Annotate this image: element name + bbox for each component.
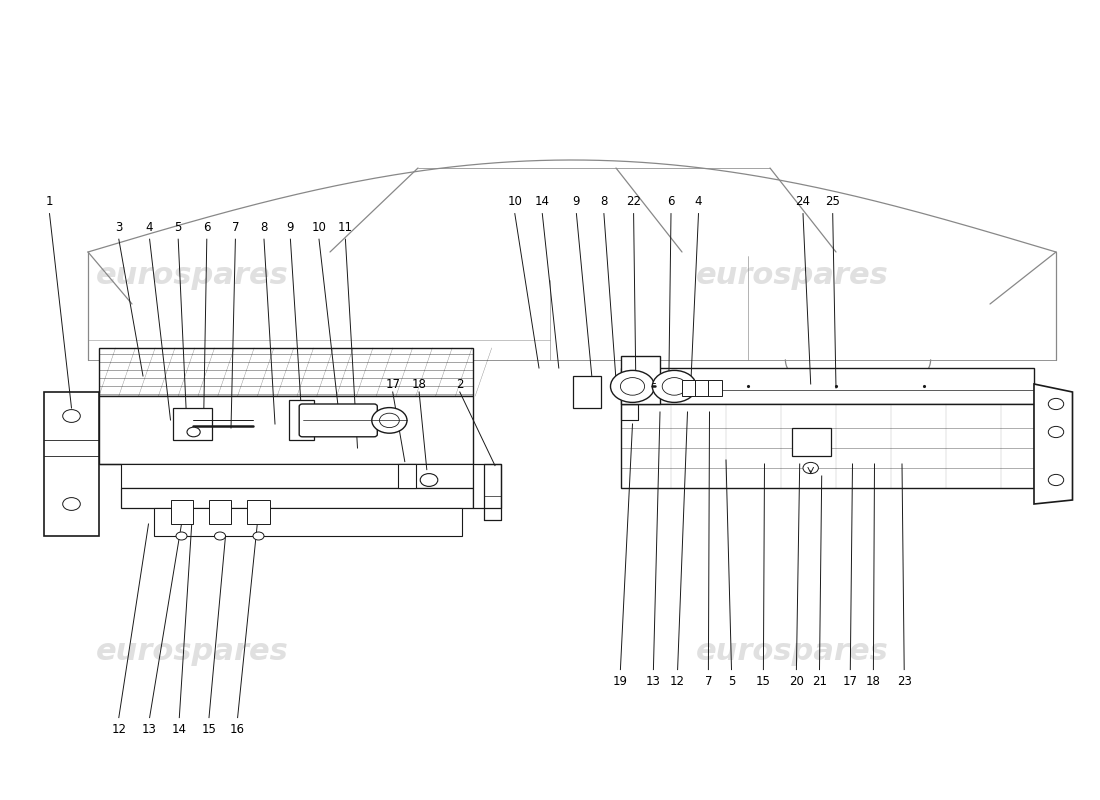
Text: 18: 18 bbox=[866, 675, 881, 688]
Polygon shape bbox=[121, 488, 473, 508]
Text: 23: 23 bbox=[896, 675, 912, 688]
Polygon shape bbox=[695, 380, 708, 396]
Text: 17: 17 bbox=[843, 675, 858, 688]
Circle shape bbox=[652, 370, 696, 402]
Circle shape bbox=[214, 532, 225, 540]
Polygon shape bbox=[708, 380, 722, 396]
Text: 4: 4 bbox=[695, 195, 702, 208]
Circle shape bbox=[420, 474, 438, 486]
Circle shape bbox=[1048, 398, 1064, 410]
Text: 7: 7 bbox=[705, 675, 712, 688]
Circle shape bbox=[1048, 474, 1064, 486]
Circle shape bbox=[1048, 426, 1064, 438]
Text: 21: 21 bbox=[812, 675, 827, 688]
Polygon shape bbox=[99, 464, 473, 488]
FancyBboxPatch shape bbox=[299, 404, 377, 437]
Text: 9: 9 bbox=[573, 195, 580, 208]
Polygon shape bbox=[621, 404, 1034, 488]
Text: 5: 5 bbox=[728, 675, 735, 688]
Circle shape bbox=[610, 370, 654, 402]
Text: eurospares: eurospares bbox=[695, 638, 889, 666]
Text: 14: 14 bbox=[172, 723, 187, 736]
Text: 15: 15 bbox=[201, 723, 217, 736]
Polygon shape bbox=[248, 500, 270, 524]
Polygon shape bbox=[209, 500, 231, 524]
Circle shape bbox=[662, 378, 686, 395]
Text: 15: 15 bbox=[756, 675, 771, 688]
Text: eurospares: eurospares bbox=[695, 262, 889, 290]
Circle shape bbox=[176, 532, 187, 540]
Polygon shape bbox=[398, 464, 416, 488]
Text: 3: 3 bbox=[116, 221, 122, 234]
Text: 19: 19 bbox=[613, 675, 628, 688]
Polygon shape bbox=[173, 408, 212, 440]
Text: 2: 2 bbox=[456, 378, 463, 390]
Polygon shape bbox=[154, 508, 462, 536]
Polygon shape bbox=[621, 356, 660, 404]
Text: 20: 20 bbox=[789, 675, 804, 688]
Polygon shape bbox=[99, 396, 473, 464]
Polygon shape bbox=[170, 500, 192, 524]
Polygon shape bbox=[621, 368, 1034, 404]
Text: 5: 5 bbox=[175, 221, 182, 234]
Text: 10: 10 bbox=[311, 221, 327, 234]
Polygon shape bbox=[573, 376, 601, 408]
Polygon shape bbox=[682, 380, 695, 396]
Text: 25: 25 bbox=[825, 195, 840, 208]
Text: 1: 1 bbox=[46, 195, 53, 208]
Polygon shape bbox=[99, 348, 473, 396]
Text: 10: 10 bbox=[507, 195, 522, 208]
Text: 22: 22 bbox=[626, 195, 641, 208]
Text: 14: 14 bbox=[535, 195, 550, 208]
Text: eurospares: eurospares bbox=[96, 638, 289, 666]
Text: eurospares: eurospares bbox=[96, 262, 289, 290]
Polygon shape bbox=[289, 400, 314, 440]
Text: 11: 11 bbox=[338, 221, 353, 234]
Polygon shape bbox=[792, 428, 830, 456]
Text: 17: 17 bbox=[385, 378, 400, 390]
Circle shape bbox=[372, 407, 407, 434]
Circle shape bbox=[379, 413, 399, 427]
Text: 7: 7 bbox=[232, 221, 239, 234]
Text: 13: 13 bbox=[142, 723, 157, 736]
Text: 6: 6 bbox=[204, 221, 210, 234]
Circle shape bbox=[187, 427, 200, 437]
Polygon shape bbox=[44, 392, 99, 536]
Circle shape bbox=[63, 410, 80, 422]
Text: 13: 13 bbox=[646, 675, 661, 688]
Text: 8: 8 bbox=[261, 221, 267, 234]
Circle shape bbox=[253, 532, 264, 540]
Text: 8: 8 bbox=[601, 195, 607, 208]
Text: 4: 4 bbox=[146, 221, 153, 234]
Polygon shape bbox=[1034, 384, 1072, 504]
Circle shape bbox=[63, 498, 80, 510]
Text: 16: 16 bbox=[230, 723, 245, 736]
Text: 24: 24 bbox=[795, 195, 811, 208]
Text: 12: 12 bbox=[111, 723, 126, 736]
Text: 18: 18 bbox=[411, 378, 427, 390]
Polygon shape bbox=[473, 464, 500, 508]
Text: 12: 12 bbox=[670, 675, 685, 688]
Circle shape bbox=[803, 462, 818, 474]
Circle shape bbox=[620, 378, 645, 395]
Text: 9: 9 bbox=[287, 221, 294, 234]
Text: 6: 6 bbox=[668, 195, 674, 208]
